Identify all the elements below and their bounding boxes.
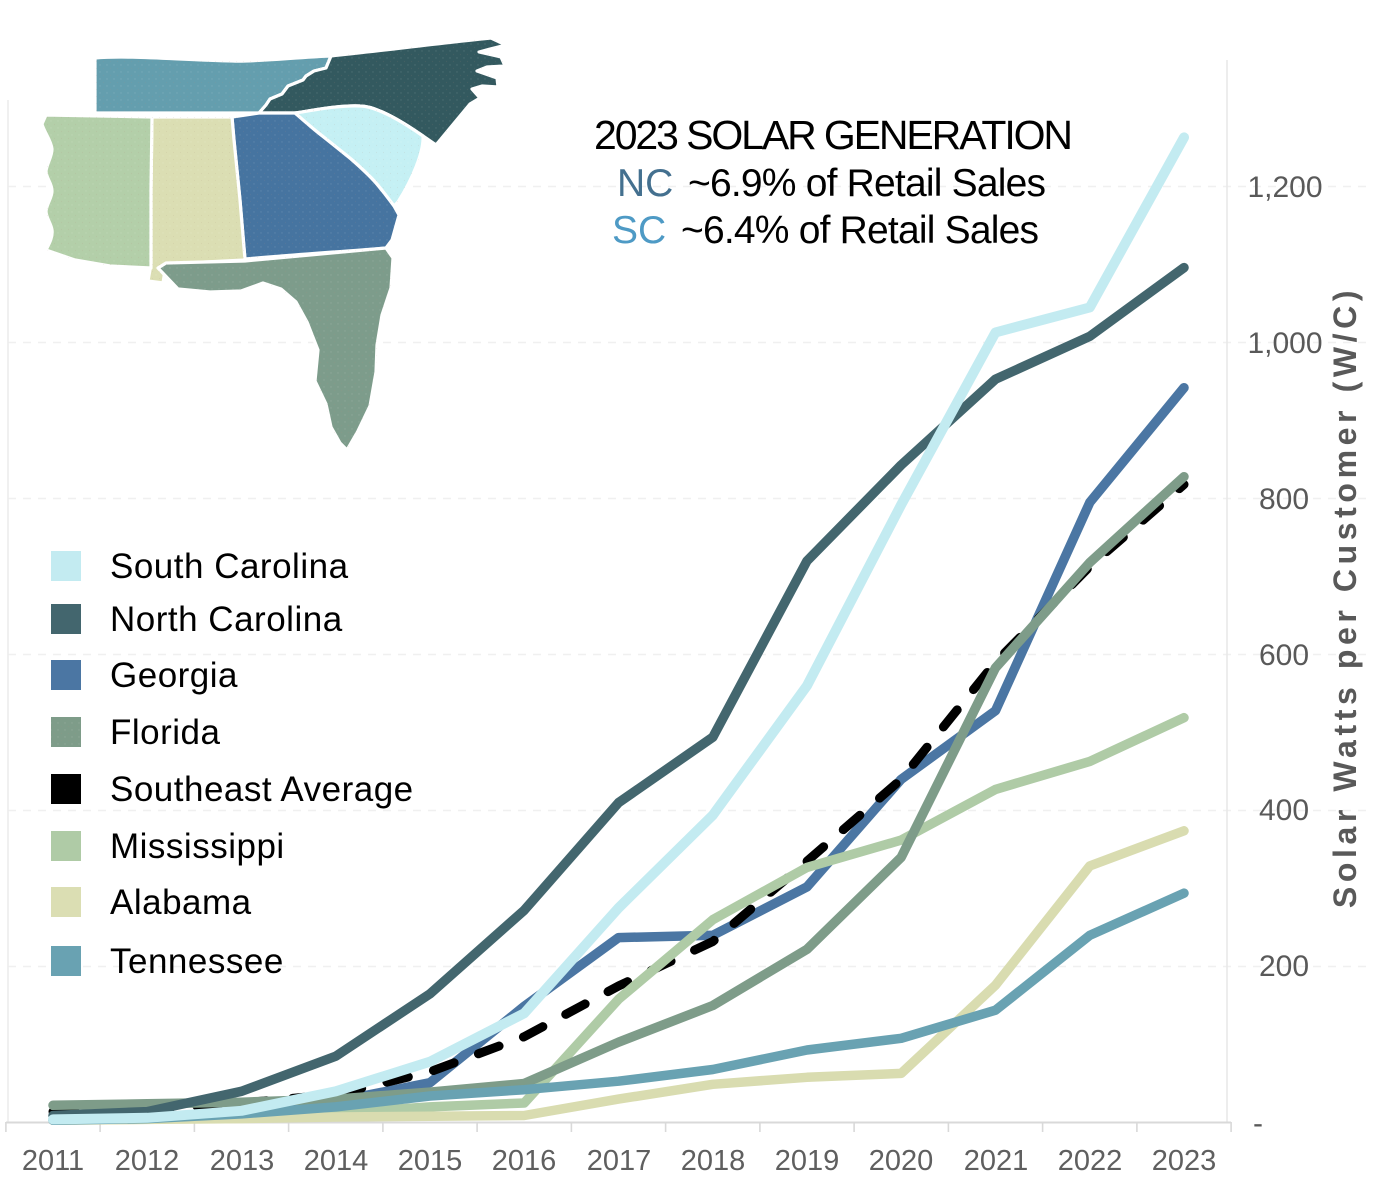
svg-text:Georgia: Georgia [110,656,238,695]
svg-text:400: 400 [1259,794,1309,827]
svg-text:Southeast Average: Southeast Average [110,770,414,809]
svg-text:600: 600 [1259,639,1309,672]
svg-text:NC: NC [617,162,673,205]
svg-text:2022: 2022 [1058,1145,1123,1177]
svg-text:Solar Watts per Customer (W/C): Solar Watts per Customer (W/C) [1327,286,1363,908]
svg-text:1,200: 1,200 [1247,171,1322,204]
svg-text:2013: 2013 [210,1145,275,1177]
svg-text:2023 SOLAR GENERATION: 2023 SOLAR GENERATION [594,112,1071,158]
svg-text:2012: 2012 [115,1145,180,1177]
svg-text:2011: 2011 [22,1145,84,1177]
svg-text:800: 800 [1259,483,1309,516]
svg-text:2015: 2015 [398,1145,463,1177]
svg-text:Mississippi: Mississippi [110,827,285,866]
svg-text:-: - [1253,1107,1263,1140]
svg-text:SC: SC [612,209,666,252]
svg-text:2018: 2018 [681,1145,746,1177]
svg-text:2016: 2016 [492,1145,557,1177]
svg-text:~6.4% of Retail Sales: ~6.4% of Retail Sales [681,209,1038,252]
svg-text:North Carolina: North Carolina [110,600,343,639]
svg-text:2021: 2021 [964,1145,1029,1177]
svg-text:2023: 2023 [1152,1145,1217,1177]
svg-text:Florida: Florida [110,713,221,752]
svg-text:Tennessee: Tennessee [110,942,284,981]
svg-text:2020: 2020 [869,1145,934,1177]
svg-text:2017: 2017 [587,1145,652,1177]
svg-text:1,000: 1,000 [1247,327,1322,360]
svg-text:200: 200 [1259,950,1309,983]
svg-text:2014: 2014 [304,1145,369,1177]
svg-text:2019: 2019 [775,1145,840,1177]
svg-text:Alabama: Alabama [110,883,252,922]
svg-text:~6.9% of Retail Sales: ~6.9% of Retail Sales [688,162,1045,205]
svg-text:South Carolina: South Carolina [110,547,349,586]
